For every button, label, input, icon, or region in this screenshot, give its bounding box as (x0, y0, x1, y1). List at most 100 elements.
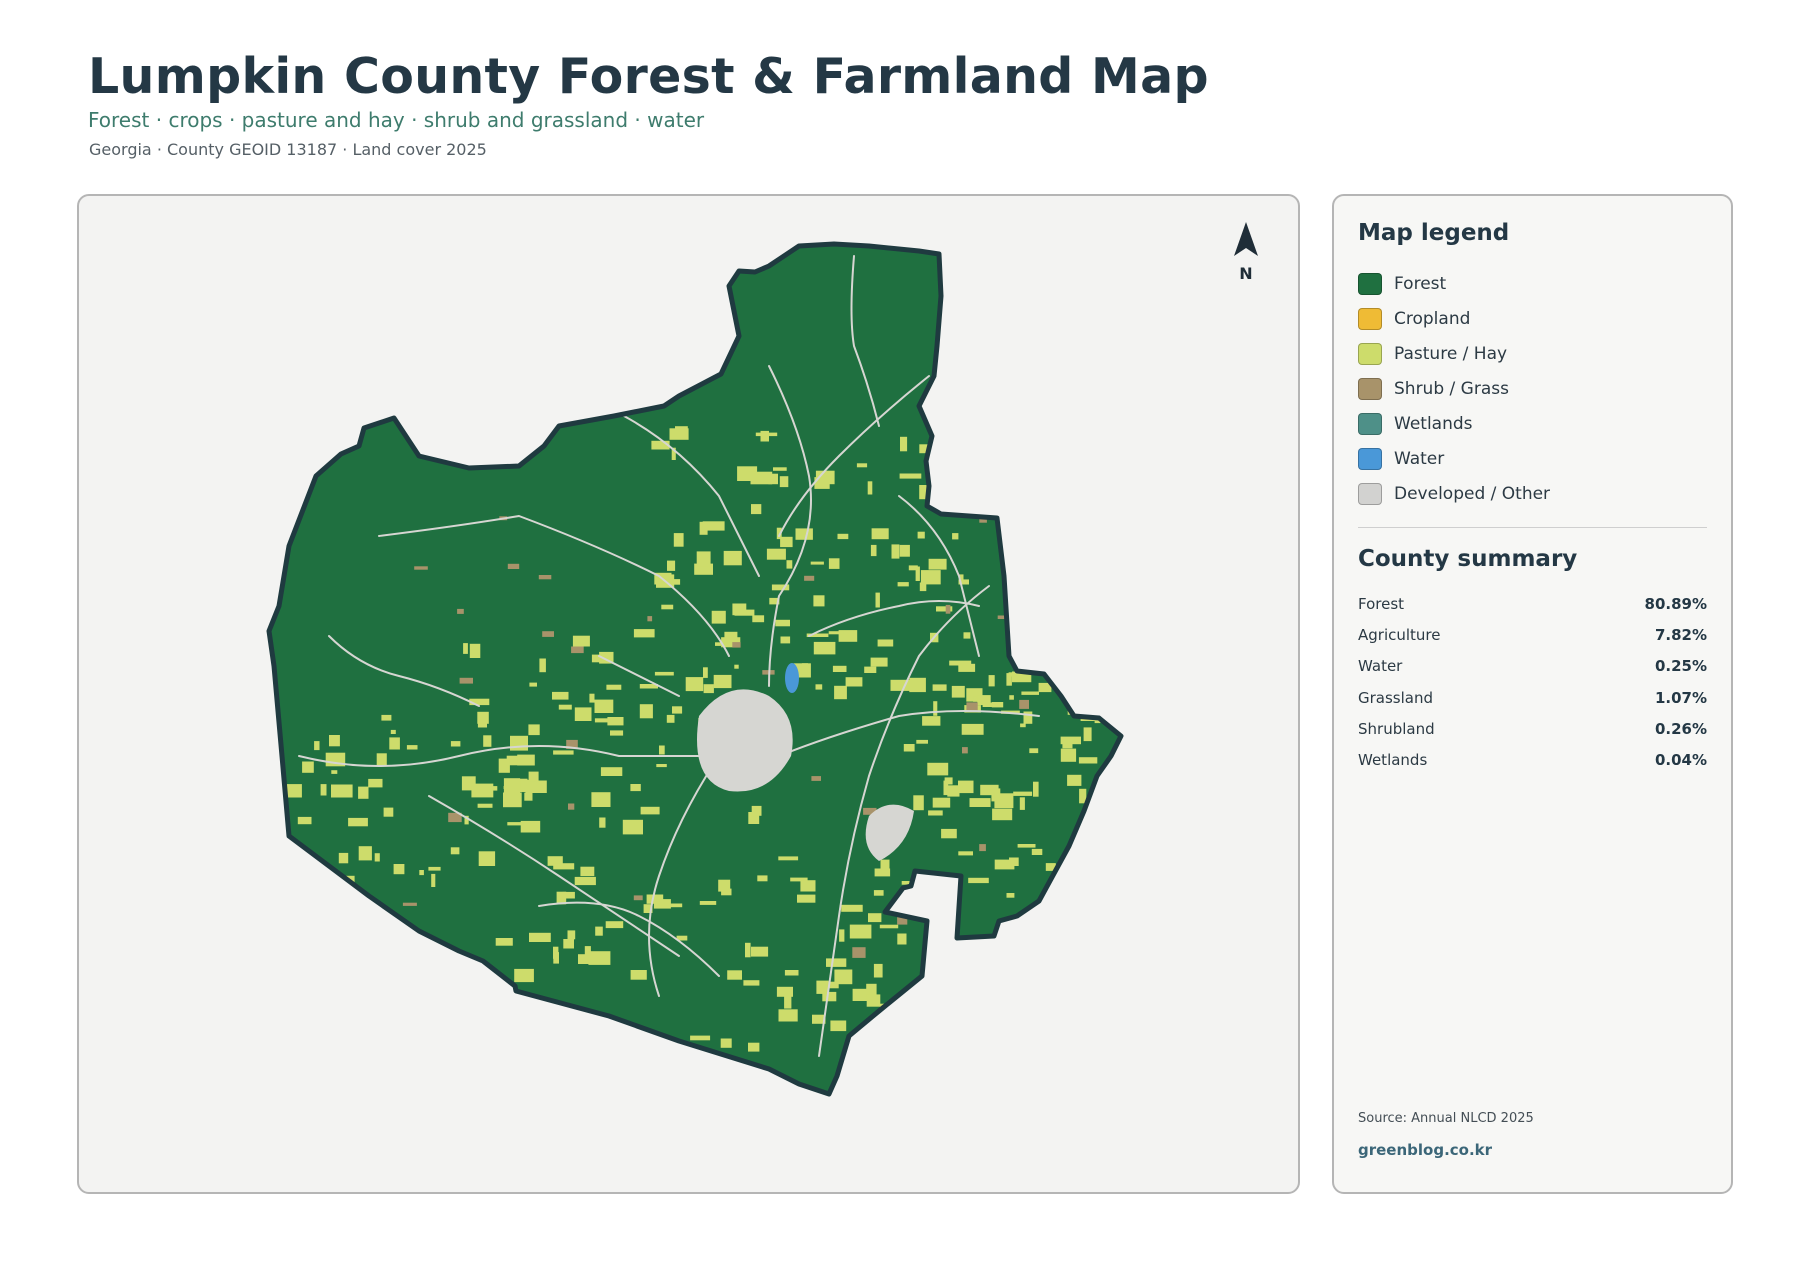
pasture-patch (640, 806, 660, 815)
shrub-patch (863, 807, 877, 815)
pasture-patch (656, 764, 667, 768)
pasture-patch (946, 468, 952, 473)
pasture-patch (463, 643, 468, 654)
pasture-patch (779, 476, 789, 488)
pasture-patch (797, 894, 816, 903)
pasture-patch (331, 770, 338, 774)
pasture-patch (816, 980, 829, 994)
road-line (538, 901, 720, 977)
pasture-patch (916, 739, 928, 744)
pasture-patch (968, 877, 989, 884)
pasture-patch (1067, 774, 1082, 786)
pasture-patch (672, 706, 683, 714)
pasture-patch (866, 994, 881, 1007)
pasture-patch (329, 735, 340, 747)
shrub-patch (979, 844, 986, 852)
pasture-patch (766, 548, 786, 560)
pasture-patch (553, 750, 574, 755)
pasture-patch (715, 642, 727, 646)
road-line (648, 755, 720, 997)
pasture-patch (630, 970, 647, 980)
pasture-patch (703, 684, 714, 694)
pasture-patch (958, 663, 976, 672)
legend-swatch-water (1358, 447, 1382, 470)
summary-value: 0.26% (1654, 719, 1707, 738)
pasture-patch (483, 735, 492, 747)
pasture-patch (871, 528, 889, 540)
county-forest-fill (269, 244, 1121, 1094)
shrub-patch (538, 575, 552, 580)
pasture-patch (870, 544, 877, 557)
pasture-patch (903, 744, 915, 752)
pasture-patch (469, 698, 490, 706)
pasture-patch (769, 597, 780, 605)
pasture-patch (654, 671, 674, 676)
pasture-patch (503, 792, 522, 808)
pasture-patch (880, 859, 890, 871)
pasture-patch (830, 1020, 847, 1032)
pasture-patch (943, 780, 949, 796)
pasture-patch (595, 926, 603, 936)
pasture-patch (771, 584, 790, 591)
page-title: Lumpkin County Forest & Farmland Map (88, 48, 1209, 105)
pasture-patch (591, 654, 606, 663)
pasture-patch (607, 717, 624, 726)
pasture-patch (358, 846, 372, 861)
shrub-patch (542, 631, 554, 637)
pasture-patch (866, 983, 877, 999)
pasture-patch (376, 753, 387, 765)
shrub-patch (566, 739, 578, 749)
map-panel[interactable] (77, 194, 1300, 1194)
pasture-patch (941, 828, 957, 839)
summary-row: Wetlands 0.04% (1358, 744, 1707, 775)
pasture-patch (553, 952, 559, 964)
pasture-patch (1062, 738, 1073, 749)
pasture-patch (795, 528, 813, 540)
road-line (818, 585, 990, 1057)
pasture-patch (1038, 682, 1052, 693)
pasture-patch (920, 570, 941, 585)
pasture-patch (969, 798, 991, 807)
credit-link[interactable]: greenblog.co.kr (1358, 1141, 1493, 1159)
pasture-patch (780, 536, 793, 548)
pasture-patch (528, 771, 539, 782)
pasture-patch (768, 473, 778, 485)
pasture-patch (588, 951, 611, 965)
pasture-patch (800, 880, 816, 892)
pasture-patch (390, 729, 396, 734)
shrub-patch (568, 803, 575, 810)
county-map (79, 196, 1300, 1194)
pasture-patch (870, 657, 888, 667)
pasture-patch (702, 521, 725, 531)
pasture-patch (752, 615, 765, 623)
pasture-patch (992, 808, 1013, 821)
pasture-patch (952, 533, 959, 540)
pasture-patch (471, 783, 494, 798)
pasture-patch (419, 870, 424, 876)
pasture-patch (477, 803, 493, 808)
pasture-patch (815, 684, 823, 690)
pasture-patch (991, 702, 1004, 708)
pasture-patch (899, 473, 922, 479)
pasture-patch (734, 664, 739, 669)
pasture-patch (897, 582, 909, 587)
pasture-patch (498, 758, 510, 773)
pasture-patch (1019, 797, 1025, 810)
pasture-patch (696, 551, 711, 567)
pasture-patch (786, 560, 793, 569)
pasture-patch (757, 875, 768, 882)
pasture-patch (951, 685, 965, 698)
legend-swatch-wetlands (1358, 412, 1382, 435)
pasture-patch (826, 981, 839, 989)
legend-swatch-forest (1358, 272, 1382, 295)
pasture-patch (718, 879, 731, 892)
developed-town-area (697, 689, 793, 792)
pasture-patch (1031, 848, 1043, 855)
road-line (328, 635, 480, 707)
pasture-patch (810, 561, 824, 565)
pasture-patch (1020, 723, 1026, 728)
legend-label: Wetlands (1394, 413, 1473, 434)
shrub-patch (811, 776, 821, 781)
legend-swatch-cropland (1358, 307, 1382, 330)
pasture-patch (963, 632, 971, 639)
